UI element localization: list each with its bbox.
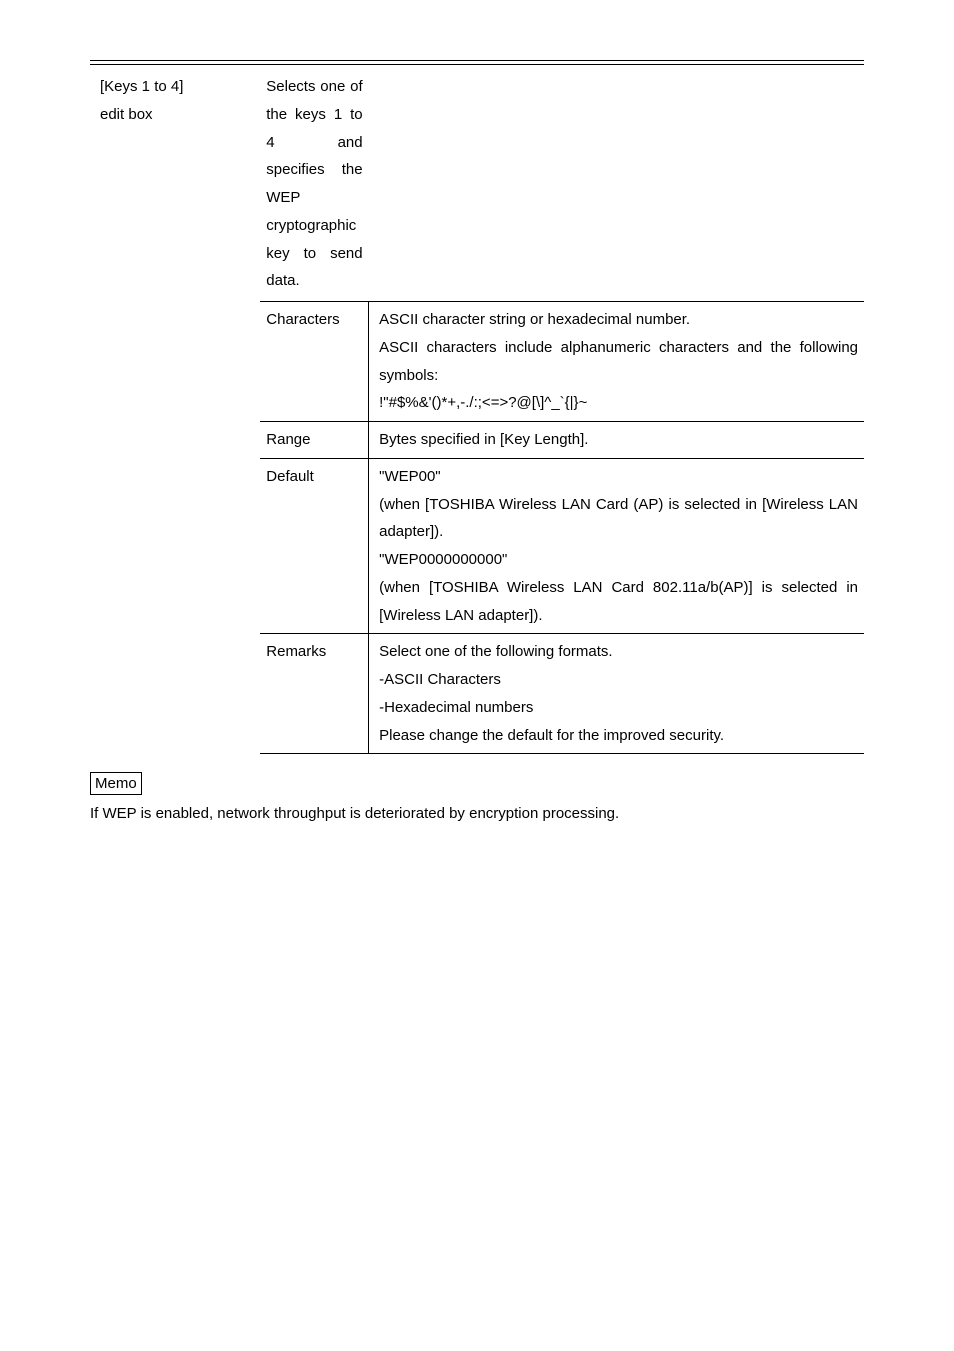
value-line: -Hexadecimal numbers [379, 694, 858, 722]
memo-title: Memo [95, 775, 137, 792]
row-default: Default "WEP00" (when [TOSHIBA Wireless … [90, 458, 864, 634]
value-line: "WEP0000000000" [379, 546, 858, 574]
left-label-cell: [Keys 1 to 4] edit box [90, 71, 260, 302]
row-range: Range Bytes specified in [Key Length]. [90, 422, 864, 459]
left-label-line2: edit box [100, 101, 254, 129]
header-desc: Selects one of the keys 1 to 4 and speci… [266, 73, 362, 295]
left-empty [90, 422, 260, 459]
value-line: (when [TOSHIBA Wireless LAN Card (AP) is… [379, 491, 858, 547]
top-double-rule [90, 60, 864, 65]
row-value: Select one of the following formats. -AS… [369, 634, 864, 754]
value-line: "WEP00" [379, 463, 858, 491]
row-value: ASCII character string or hexadecimal nu… [369, 302, 864, 422]
value-line: Bytes specified in [Key Length]. [379, 426, 858, 454]
memo-text: If WEP is enabled, network throughput is… [90, 800, 864, 828]
row-label: Range [260, 422, 368, 459]
row-label: Default [260, 458, 368, 634]
left-empty [90, 458, 260, 634]
row-value: "WEP00" (when [TOSHIBA Wireless LAN Card… [369, 458, 864, 634]
value-line: (when [TOSHIBA Wireless LAN Card 802.11a… [379, 574, 858, 630]
value-line: ASCII character string or hexadecimal nu… [379, 306, 858, 334]
row-value: Bytes specified in [Key Length]. [369, 422, 864, 459]
value-line: ASCII characters include alphanumeric ch… [379, 334, 858, 390]
header-desc-cell: Selects one of the keys 1 to 4 and speci… [260, 71, 368, 302]
value-line: Please change the default for the improv… [379, 722, 858, 750]
row-label: Characters [260, 302, 368, 422]
value-line: Select one of the following formats. [379, 638, 858, 666]
row-remarks: Remarks Select one of the following form… [90, 634, 864, 754]
value-line: !"#$%&'()*+,-./:;<=>?@[\]^_`{|}~ [379, 389, 858, 417]
memo-title-box: Memo [90, 772, 142, 795]
header-row: [Keys 1 to 4] edit box Selects one of th… [90, 71, 864, 302]
left-empty [90, 634, 260, 754]
row-label: Remarks [260, 634, 368, 754]
value-line: -ASCII Characters [379, 666, 858, 694]
left-empty [90, 302, 260, 422]
left-label-line1: [Keys 1 to 4] [100, 73, 254, 101]
row-characters: Characters ASCII character string or hex… [90, 302, 864, 422]
spec-table: [Keys 1 to 4] edit box Selects one of th… [90, 71, 864, 754]
